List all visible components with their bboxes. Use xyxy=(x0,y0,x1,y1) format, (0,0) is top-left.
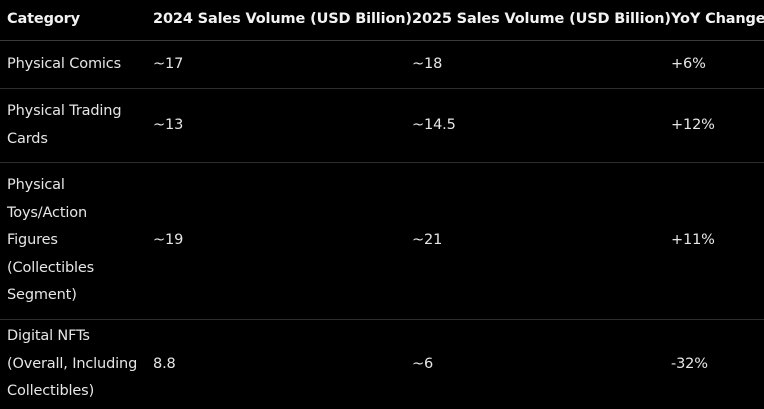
table-row: Digital NFTs (Overall, Including Collect… xyxy=(0,320,764,409)
sales-2024-cell: ~19 xyxy=(146,162,405,320)
yoy-change-cell: +6% xyxy=(664,40,764,89)
category-cell: Physical Comics xyxy=(0,40,146,89)
category-cell: Physical Toys/Action Figures (Collectibl… xyxy=(0,162,146,320)
category-cell: Physical Trading Cards xyxy=(0,88,146,163)
sales-2025-cell: ~18 xyxy=(405,40,664,89)
table-row: Physical Toys/Action Figures (Collectibl… xyxy=(0,162,764,320)
header-category: Category xyxy=(0,0,146,41)
header-row: Category 2024 Sales Volume (USD Billion)… xyxy=(0,0,764,41)
table-row: Physical Trading Cards ~13 ~14.5 +12% xyxy=(0,88,764,163)
header-2025-sales: 2025 Sales Volume (USD Billion) xyxy=(405,0,671,41)
sales-2024-cell: ~13 xyxy=(146,88,405,163)
yoy-change-cell: +11% xyxy=(664,162,764,320)
table-row: Physical Comics ~17 ~18 +6% xyxy=(0,40,764,89)
yoy-change-cell: -32% xyxy=(671,355,708,372)
table-header: Category 2024 Sales Volume (USD Billion)… xyxy=(0,0,764,41)
sales-2025-cell: ~21 xyxy=(405,162,664,320)
sales-2025-cell: ~6 xyxy=(412,355,434,372)
header-yoy-change: YoY Change xyxy=(664,0,764,41)
sales-2024-cell: 8.8 xyxy=(153,355,176,372)
yoy-change-cell: +12% xyxy=(664,88,764,163)
sales-2024-cell: ~17 xyxy=(146,40,405,89)
header-2024-sales: 2024 Sales Volume (USD Billion) xyxy=(146,0,412,41)
sales-2025-cell: ~14.5 xyxy=(405,88,664,163)
table-body: Physical Comics ~17 ~18 +6% Physical Tra… xyxy=(0,40,764,409)
category-cell: Digital NFTs (Overall, Including Collect… xyxy=(7,328,138,400)
